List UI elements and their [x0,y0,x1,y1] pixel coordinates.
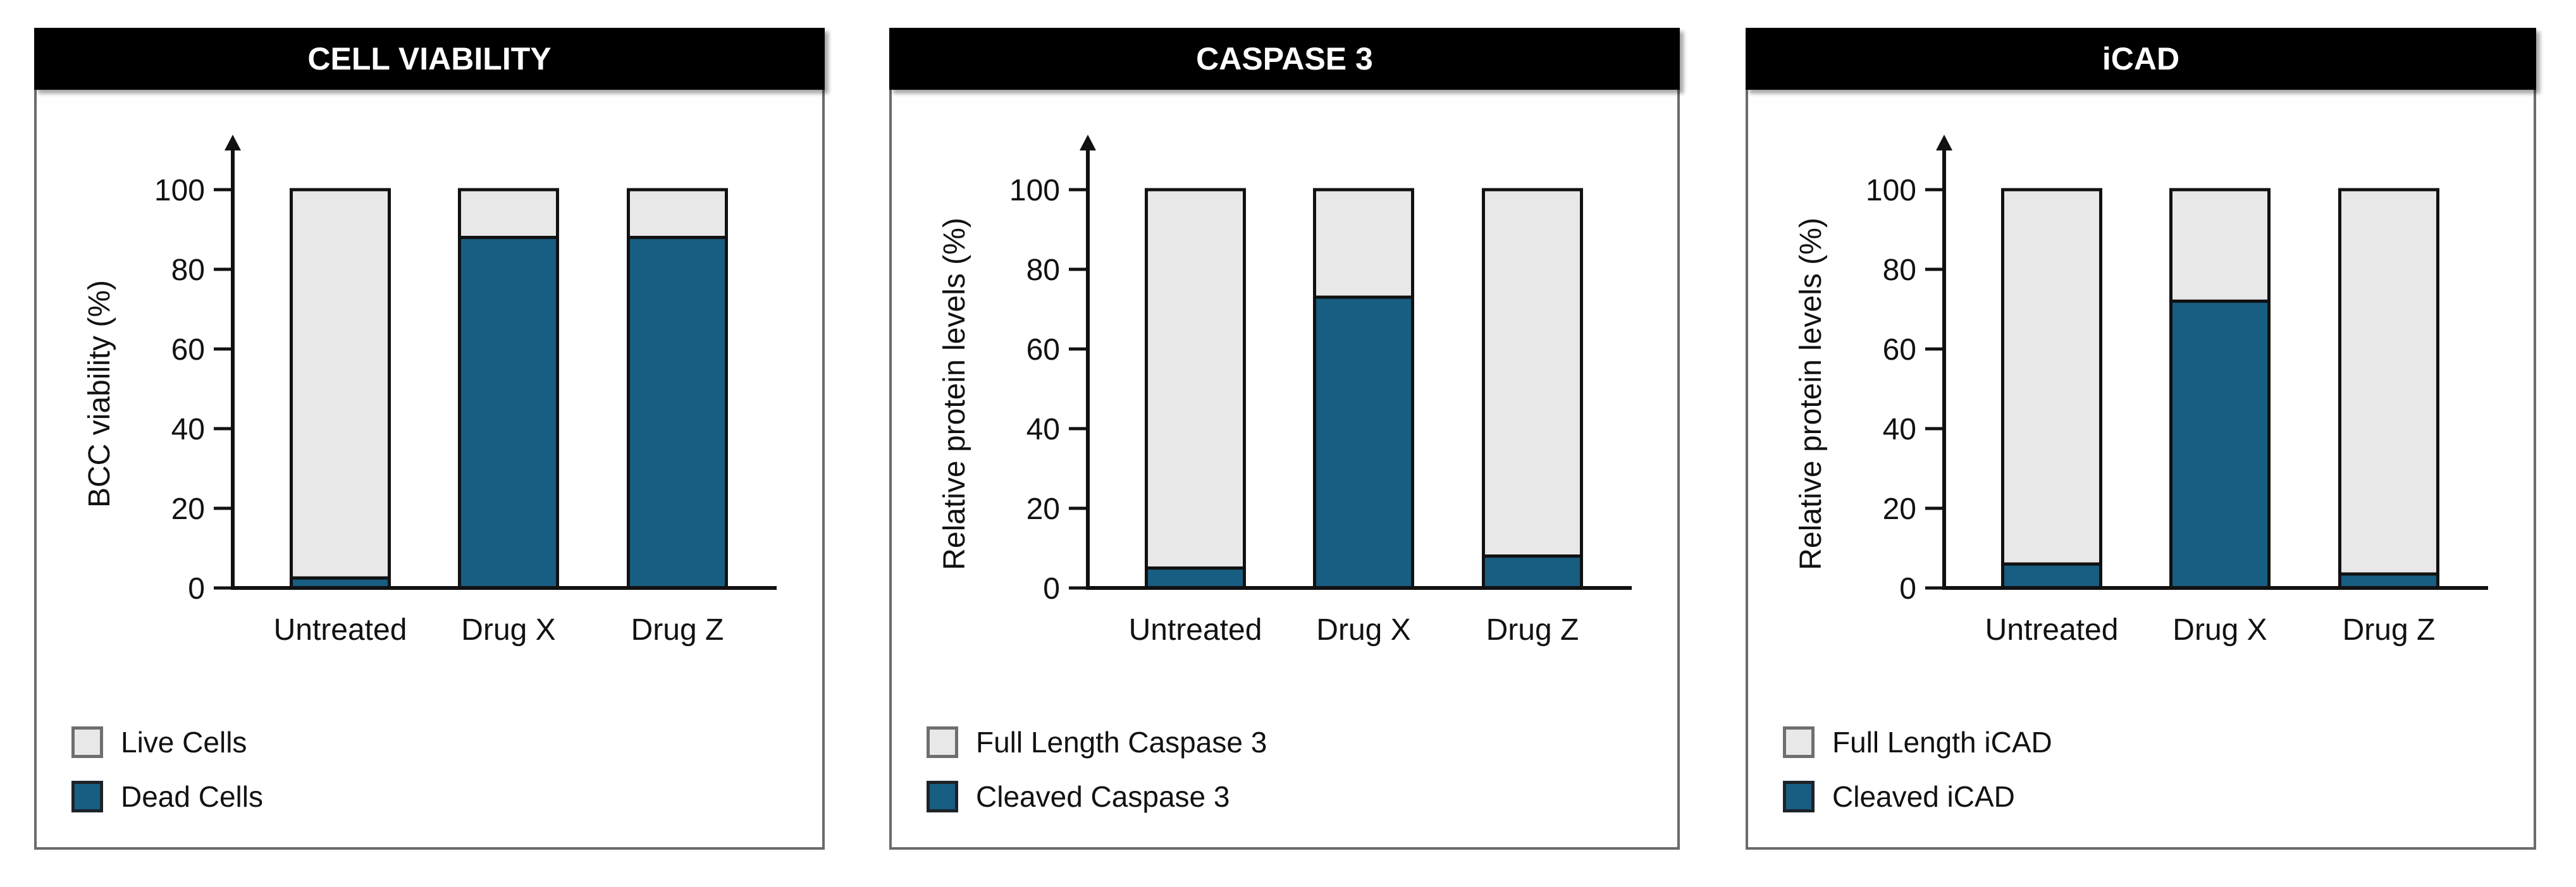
panel-title: CASPASE 3 [889,28,1680,90]
bar-segment-dark [2338,572,2439,590]
x-tick-label: Drug Z [1486,613,1579,647]
bar-segment-light [2169,188,2271,303]
panel-title: iCAD [1746,28,2536,90]
bar-segment-dark [1145,566,1246,590]
bar-segment-light [290,188,391,580]
bar-chart: 0 20 40 60 80 100 Relative protein levels (%) U… [938,135,1632,647]
legend-item-light: Full Length iCAD [1783,724,2052,761]
x-tick-label: Untreated [1129,613,1262,647]
x-tick-label: Drug Z [631,613,724,647]
bar-segment-light [1482,188,1583,558]
bar-segment-light [2001,188,2102,566]
legend-item-light: Full Length Caspase 3 [927,724,1267,761]
bar-segment-dark [2001,562,2102,590]
legend-label: Full Length iCAD [1832,726,2052,759]
chart-panel-cell-viability: CELL VIABILITY 0 20 40 60 80 100 BCC viability… [34,28,825,850]
y-tick-label: 0 [1899,572,1916,606]
legend-swatch-dark [1783,781,1815,812]
y-tick-label: 80 [1883,254,1916,287]
y-axis-label: BCC viability (%) [83,280,116,508]
bar-segment-light [627,188,728,240]
legend: Live Cells Dead Cells [71,724,263,833]
y-axis-arrow [1080,135,1096,150]
legend-label: Live Cells [121,726,247,759]
bar-segment-light [1145,188,1246,570]
y-tick-label: 60 [171,333,205,367]
legend: Full Length iCAD Cleaved iCAD [1783,724,2052,833]
y-axis-arrow [1936,135,1952,150]
legend: Full Length Caspase 3 Cleaved Caspase 3 [927,724,1267,833]
legend-swatch-dark [927,781,958,812]
panel-title: CELL VIABILITY [34,28,825,90]
y-tick-label: 80 [1026,254,1060,287]
legend-label: Dead Cells [121,780,263,813]
y-axis-arrow [225,135,241,150]
bar-segment-dark [1482,554,1583,590]
bar-segment-light [2338,188,2439,576]
legend-item-light: Live Cells [71,724,263,761]
legend-swatch-light [927,726,958,758]
x-tick-label: Drug X [461,613,555,647]
y-tick-label: 40 [1026,413,1060,446]
legend-label: Cleaved Caspase 3 [976,780,1230,813]
legend-swatch-light [71,726,103,758]
chart-panel-icad: iCAD 0 20 40 60 80 100 Relative protein levels… [1746,28,2536,850]
legend-label: Cleaved iCAD [1832,780,2015,813]
x-tick-label: Drug X [1316,613,1410,647]
y-tick-label: 100 [1009,174,1060,207]
y-tick-label: 60 [1026,333,1060,367]
bar-segment-dark [627,236,728,590]
bar-segment-light [1313,188,1414,299]
y-tick-label: 100 [154,174,205,207]
y-tick-label: 20 [1883,492,1916,526]
x-tick-label: Drug X [2172,613,2267,647]
legend-label: Full Length Caspase 3 [976,726,1267,759]
y-tick-label: 20 [1026,492,1060,526]
y-tick-label: 80 [171,254,205,287]
x-tick-label: Untreated [1985,613,2119,647]
y-tick-label: 0 [1043,572,1060,606]
bar-segment-dark [2169,299,2271,590]
bar-segment-dark [1313,295,1414,590]
legend-item-dark: Cleaved Caspase 3 [927,778,1267,815]
y-tick-label: 40 [1883,413,1916,446]
y-tick-label: 40 [171,413,205,446]
y-axis-label: Relative protein levels (%) [938,217,971,570]
bar-segment-light [458,188,559,240]
y-tick-label: 100 [1866,174,1916,207]
x-tick-label: Untreated [274,613,407,647]
bar-chart: 0 20 40 60 80 100 BCC viability (%) Untreated Dr… [83,135,777,647]
x-tick-label: Drug Z [2343,613,2436,647]
y-tick-label: 0 [188,572,205,606]
y-tick-label: 60 [1883,333,1916,367]
legend-item-dark: Cleaved iCAD [1783,778,2052,815]
legend-swatch-dark [71,781,103,812]
legend-item-dark: Dead Cells [71,778,263,815]
legend-swatch-light [1783,726,1815,758]
bar-segment-dark [458,236,559,590]
y-tick-label: 20 [171,492,205,526]
y-axis-label: Relative protein levels (%) [1794,217,1828,570]
chart-panel-caspase-3: CASPASE 3 0 20 40 60 80 100 Relative protein l… [889,28,1680,850]
bar-chart: 0 20 40 60 80 100 Relative protein levels (%) U… [1794,135,2488,647]
